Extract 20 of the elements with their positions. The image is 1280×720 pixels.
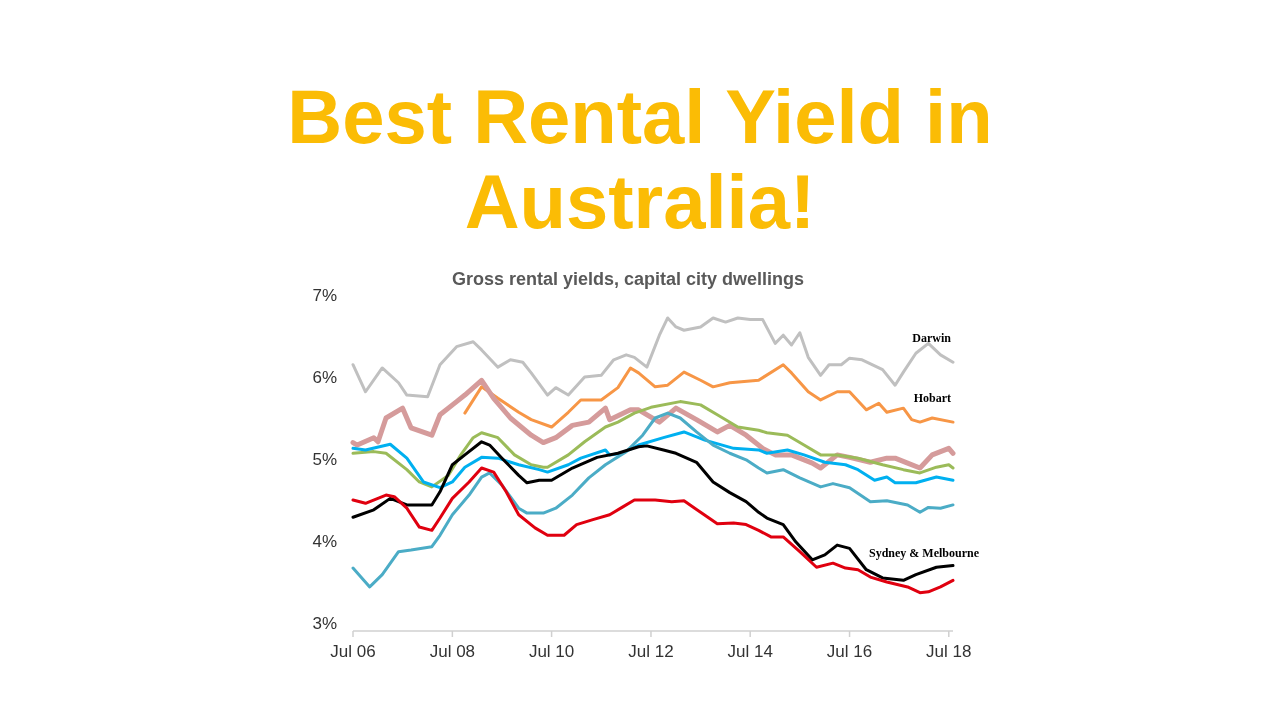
x-tick-label: Jul 16 (826, 642, 873, 661)
x-tick-label: Jul 18 (926, 642, 972, 661)
line-series (463, 363, 955, 429)
x-tick-label: Jul 10 (528, 642, 575, 661)
x-tick-label: Jul 08 (429, 642, 476, 661)
line-series (351, 430, 955, 490)
y-tick-label: 3% (312, 614, 337, 633)
annotation: Sydney & Melbourne (868, 546, 980, 560)
x-tick-label: Jul 14 (727, 642, 773, 661)
x-tick-label: Jul 12 (628, 642, 674, 661)
y-tick-label: 7% (312, 286, 337, 305)
chart-title: Best Rental Yield in Australia! (287, 74, 993, 244)
series-label: Hobart (913, 391, 951, 406)
series-label: Darwin (912, 331, 952, 346)
line-series (351, 400, 955, 489)
y-tick-label: 4% (312, 532, 337, 551)
y-tick-label: 5% (312, 450, 337, 469)
y-tick-label: 6% (312, 368, 337, 387)
chart-subtitle: Gross rental yields, capital city dwellings (451, 269, 805, 289)
x-tick-label: Jul 06 (330, 642, 376, 661)
